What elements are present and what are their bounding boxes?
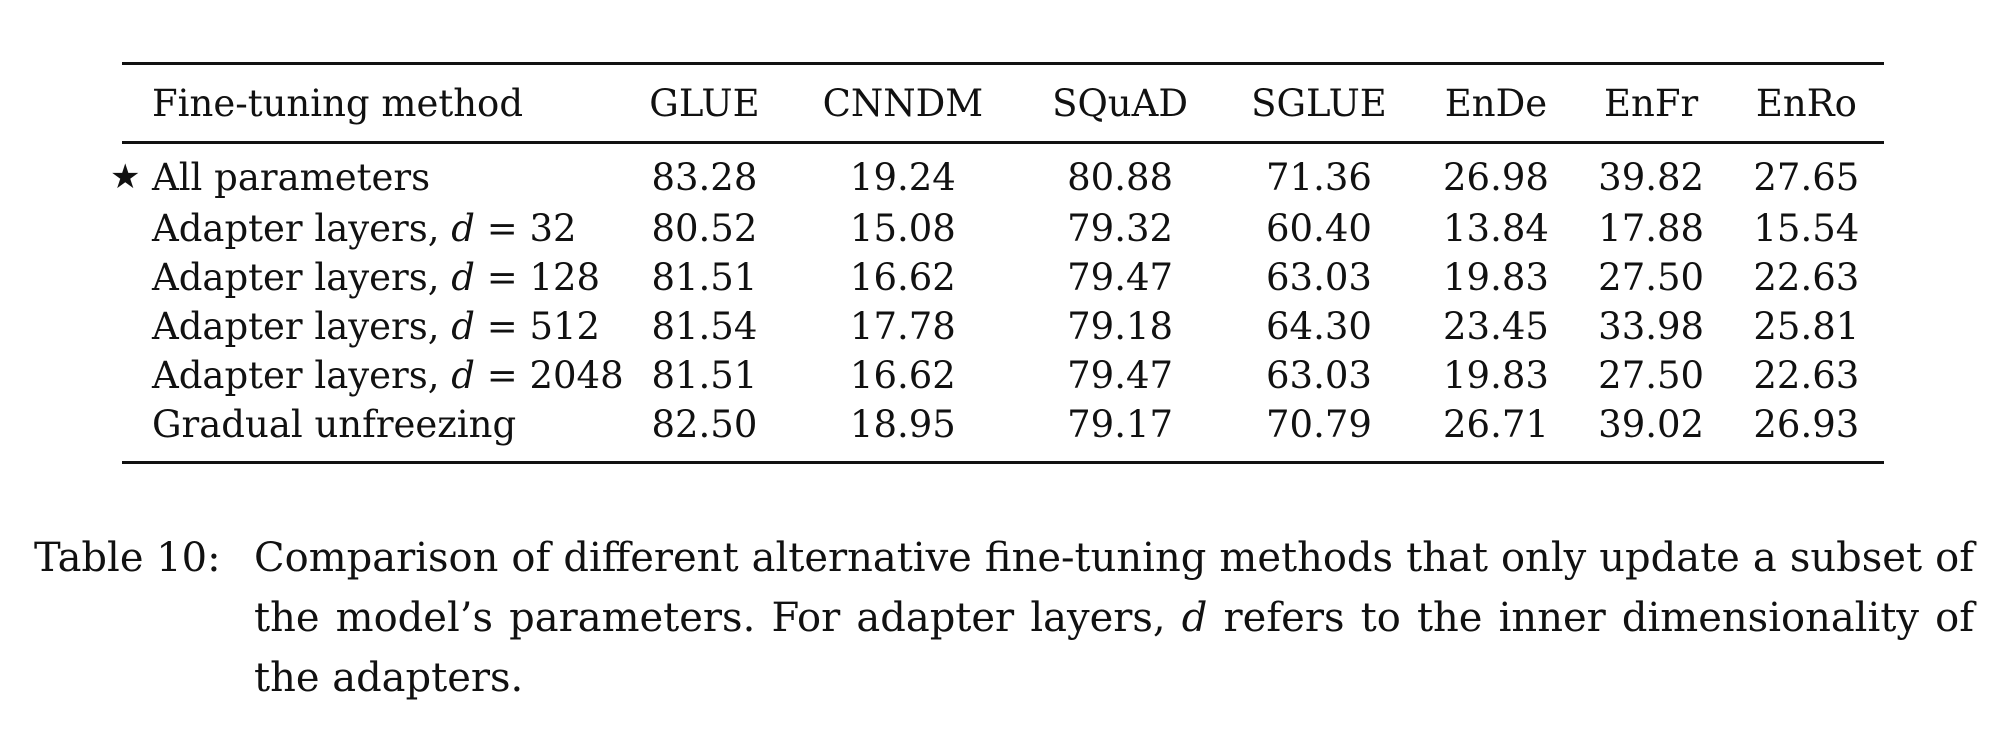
column-header-sglue: SGLUE (1251, 81, 1387, 125)
caption-text-before: Comparison of different alternative fine… (254, 535, 1974, 641)
table-top-rule (122, 62, 1884, 65)
caption-variable-d: d (1181, 595, 1208, 641)
star-icon: ★ (110, 157, 141, 197)
caption-text: Comparison of different alternative fine… (254, 528, 1974, 708)
cell-glue: 81.51 (651, 256, 758, 299)
cell-glue: 81.51 (651, 354, 758, 397)
cell-cnndm: 18.95 (849, 403, 956, 446)
cell-cnndm: 17.78 (849, 305, 956, 348)
cell-ende: 23.45 (1442, 305, 1549, 348)
cell-enro: 22.63 (1753, 354, 1860, 397)
cell-ende: 13.84 (1442, 207, 1549, 250)
results-table-container: Fine-tuning method GLUE CNNDM SQuAD SGLU… (110, 62, 1884, 464)
cell-glue: 80.52 (651, 207, 758, 250)
table-row-gradual-unfreezing: Gradual unfreezing 82.50 18.95 79.17 70.… (122, 400, 1884, 449)
method-prefix: Adapter layers, (152, 354, 452, 397)
caption-label: Table 10: (34, 535, 221, 581)
row-label: ★ All parameters (110, 144, 624, 204)
cell-ende: 19.83 (1442, 256, 1549, 299)
cell-squad: 79.17 (1067, 403, 1174, 446)
cell-glue: 83.28 (651, 156, 758, 199)
table-row-adapter-128: Adapter layers, d = 128 81.51 16.62 79.4… (122, 253, 1884, 302)
cell-sglue: 71.36 (1266, 156, 1372, 199)
row-label: Adapter layers, d = 2048 (122, 351, 624, 400)
cell-glue: 81.54 (651, 305, 758, 348)
variable-d: d (451, 256, 475, 299)
header-rule (122, 141, 1884, 144)
cell-enfr: 39.02 (1598, 403, 1705, 446)
method-suffix: = 512 (474, 305, 601, 348)
row-label: Adapter layers, d = 512 (122, 302, 624, 351)
method-prefix: Adapter layers, (152, 305, 452, 348)
column-header-cnndm: CNNDM (822, 81, 984, 125)
method-prefix: Adapter layers, (152, 256, 452, 299)
column-header-glue: GLUE (649, 81, 760, 125)
cell-squad: 79.18 (1067, 305, 1174, 348)
cell-enro: 15.54 (1753, 207, 1860, 250)
cell-sglue: 60.40 (1266, 207, 1372, 250)
cell-enfr: 27.50 (1598, 354, 1705, 397)
column-header-enfr: EnFr (1604, 81, 1699, 125)
cell-sglue: 70.79 (1266, 403, 1372, 446)
cell-squad: 80.88 (1067, 156, 1174, 199)
cell-squad: 79.32 (1067, 207, 1174, 250)
row-label: Gradual unfreezing (152, 403, 517, 446)
cell-glue: 82.50 (651, 403, 758, 446)
table-row-adapter-32: Adapter layers, d = 32 80.52 15.08 79.32… (122, 204, 1884, 253)
cell-cnndm: 19.24 (849, 156, 956, 199)
variable-d: d (451, 354, 475, 397)
cell-sglue: 64.30 (1266, 305, 1372, 348)
column-header-squad: SQuAD (1052, 81, 1189, 125)
cell-sglue: 63.03 (1266, 256, 1372, 299)
cell-enro: 22.63 (1753, 256, 1860, 299)
column-header-enro: EnRo (1755, 81, 1857, 125)
cell-squad: 79.47 (1067, 354, 1174, 397)
caption-text-after: refers to the inner dimensionality of th… (254, 595, 1974, 701)
method-suffix: = 128 (474, 256, 601, 299)
row-label: Adapter layers, d = 128 (122, 253, 624, 302)
cell-cnndm: 16.62 (849, 256, 956, 299)
cell-ende: 26.98 (1442, 156, 1549, 199)
row-label: Adapter layers, d = 32 (122, 204, 624, 253)
cell-enfr: 39.82 (1598, 156, 1705, 199)
table-row-all-parameters: ★ All parameters 83.28 19.24 80.88 71.36… (110, 144, 1884, 204)
variable-d: d (451, 305, 475, 348)
cell-ende: 26.71 (1442, 403, 1549, 446)
column-header-method: Fine-tuning method (152, 81, 524, 125)
variable-d: d (451, 207, 475, 250)
cell-ende: 19.83 (1442, 354, 1549, 397)
method-prefix: Adapter layers, (152, 207, 452, 250)
cell-enfr: 17.88 (1598, 207, 1705, 250)
cell-enro: 26.93 (1753, 403, 1860, 446)
method-name: All parameters (152, 156, 431, 199)
cell-enro: 27.65 (1753, 156, 1860, 199)
cell-enfr: 33.98 (1598, 305, 1705, 348)
table-bottom-rule (122, 461, 1884, 464)
cell-enfr: 27.50 (1598, 256, 1705, 299)
cell-squad: 79.47 (1067, 256, 1174, 299)
table-header-row: Fine-tuning method GLUE CNNDM SQuAD SGLU… (122, 65, 1884, 141)
table-row-adapter-2048: Adapter layers, d = 2048 81.51 16.62 79.… (122, 351, 1884, 400)
method-suffix: = 2048 (474, 354, 624, 397)
table-row-adapter-512: Adapter layers, d = 512 81.54 17.78 79.1… (122, 302, 1884, 351)
cell-enro: 25.81 (1753, 305, 1860, 348)
cell-cnndm: 16.62 (849, 354, 956, 397)
column-header-ende: EnDe (1444, 81, 1548, 125)
cell-cnndm: 15.08 (849, 207, 956, 250)
cell-sglue: 63.03 (1266, 354, 1372, 397)
table-caption: Table 10: Comparison of different altern… (34, 528, 1974, 708)
method-suffix: = 32 (474, 207, 577, 250)
results-table: Fine-tuning method GLUE CNNDM SQuAD SGLU… (110, 65, 1884, 449)
